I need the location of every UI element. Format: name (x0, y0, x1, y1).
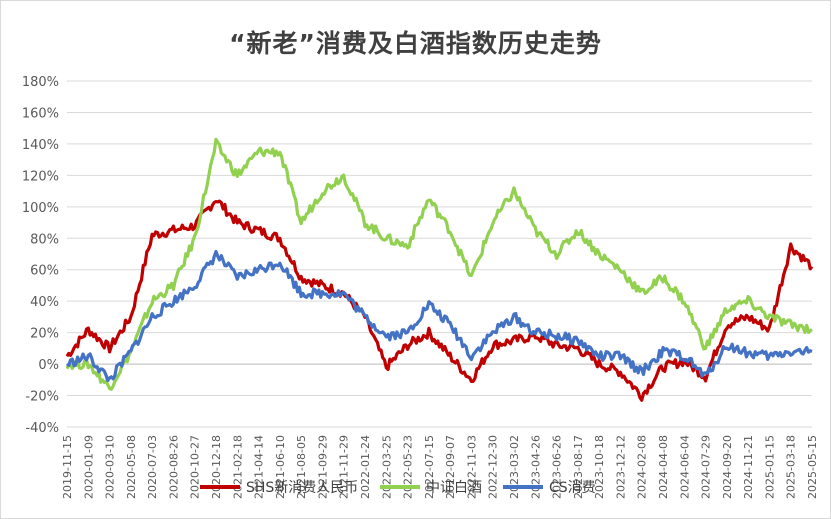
x-tick-label: 2021-11-29 (338, 435, 351, 499)
y-tick-label: 20% (30, 327, 59, 342)
x-tick-label: 2024-06-04 (678, 435, 691, 499)
x-tick-label: 2022-11-03 (465, 435, 478, 499)
x-tick-label: 2025-01-15 (763, 435, 776, 499)
y-tick-label: 180% (22, 75, 59, 90)
x-tick-label: 2021-08-05 (295, 435, 308, 499)
x-tick-label: 2020-12-18 (210, 435, 223, 499)
chart-title: “新老”消费及白酒指数历史走势 (229, 29, 602, 58)
series-line-1 (65, 137, 813, 391)
x-tick-label: 2021-02-18 (231, 435, 244, 499)
legend-label: CS消费 (549, 480, 596, 496)
x-tick-label: 2022-09-07 (444, 435, 457, 499)
x-tick-label: 2023-03-02 (508, 435, 521, 499)
series-line-2 (65, 249, 813, 383)
x-tick-label: 2020-10-27 (189, 435, 202, 499)
x-tick-label: 2020-03-10 (104, 435, 117, 499)
x-tick-label: 2024-07-29 (700, 435, 713, 499)
y-tick-label: 120% (22, 169, 59, 184)
y-axis-tick-labels: -40% -20% 0% 20% 40% 60% 80% 100% 120% 140% 160% 18… (22, 75, 59, 436)
x-tick-label: 2021-06-10 (274, 435, 287, 499)
x-tick-label: 2024-02-08 (636, 435, 649, 499)
x-axis-tick-labels: 2019-11-15 2020-01-09 2020-03-10 2020-05-08… (61, 435, 819, 499)
x-tick-label: 2020-08-26 (167, 435, 180, 499)
x-tick-label: 2020-05-08 (125, 435, 138, 499)
y-tick-label: 160% (22, 106, 59, 121)
x-tick-label: 2024-11-21 (742, 435, 755, 499)
y-tick-label: 140% (22, 138, 59, 153)
x-tick-label: 2023-08-17 (572, 435, 585, 499)
series-line-0 (65, 199, 814, 402)
x-tick-label: 2021-04-14 (253, 435, 266, 499)
x-tick-label: 2019-11-15 (61, 435, 74, 499)
legend-label: 中证白酒 (426, 480, 482, 496)
y-tick-label: -20% (25, 390, 59, 405)
series-lines (65, 137, 814, 402)
x-tick-label: 2024-04-08 (657, 435, 670, 499)
x-tick-label: 2024-09-20 (721, 435, 734, 499)
x-tick-label: 2022-01-24 (359, 435, 372, 499)
x-tick-label: 2020-07-03 (146, 435, 159, 499)
x-tick-label: 2023-06-26 (551, 435, 564, 499)
x-tick-label: 2022-05-23 (402, 435, 415, 499)
x-tick-label: 2023-12-12 (614, 435, 627, 499)
x-tick-label: 2023-10-18 (593, 435, 606, 499)
x-tick-label: 2022-03-25 (380, 435, 393, 499)
x-tick-label: 2021-09-29 (316, 435, 329, 499)
x-tick-label: 2023-04-26 (529, 435, 542, 499)
y-tick-label: -40% (25, 421, 59, 436)
x-tick-label: 2022-12-30 (487, 435, 500, 499)
y-tick-label: 0% (38, 358, 59, 373)
x-tick-label: 2025-05-15 (806, 435, 819, 499)
y-tick-label: 40% (30, 295, 59, 310)
legend-label: SHS新消费人民币 (246, 480, 358, 496)
x-tick-label: 2022-07-15 (423, 435, 436, 499)
y-tick-label: 60% (30, 264, 59, 279)
x-tick-label: 2025-03-18 (785, 435, 798, 499)
y-tick-label: 100% (22, 201, 59, 216)
x-tick-label: 2020-01-09 (82, 435, 95, 499)
legend: SHS新消费人民币 中证白酒 CS消费 (200, 480, 596, 496)
y-tick-label: 80% (30, 232, 59, 247)
